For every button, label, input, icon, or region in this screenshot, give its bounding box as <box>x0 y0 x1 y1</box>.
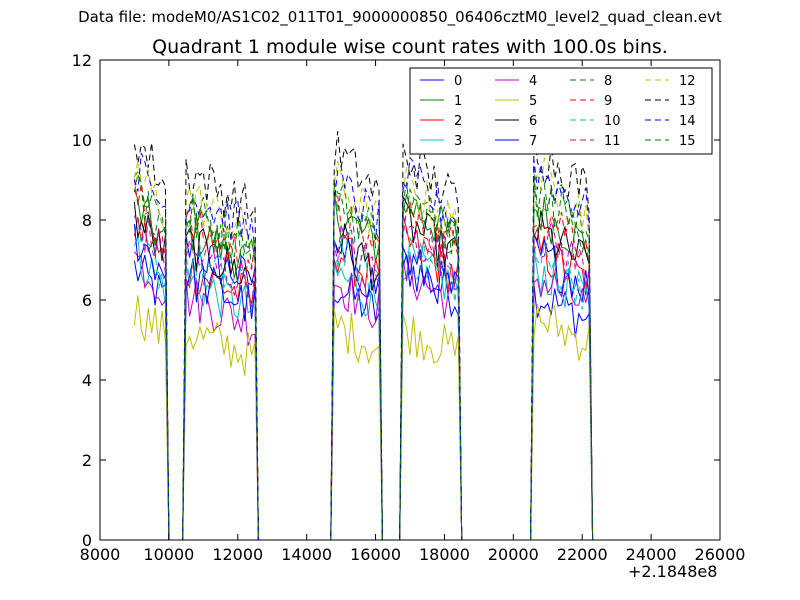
series-line-10 <box>134 217 621 541</box>
legend-label-12: 12 <box>679 74 696 89</box>
x-tick-label: 18000 <box>419 545 470 564</box>
series-line-6 <box>133 196 621 541</box>
series-line-7 <box>133 223 621 541</box>
legend-label-8: 8 <box>604 74 612 89</box>
y-tick-label: 6 <box>82 291 92 310</box>
x-tick-label: 16000 <box>350 545 401 564</box>
series-line-14 <box>133 152 621 541</box>
legend-label-10: 10 <box>604 114 621 129</box>
series-line-9 <box>133 179 621 541</box>
legend-box <box>409 67 713 155</box>
series-line-11 <box>133 210 621 541</box>
series-line-13 <box>133 130 621 541</box>
series-line-15 <box>133 173 621 541</box>
x-tick-label: 14000 <box>281 545 332 564</box>
x-tick-label: 24000 <box>626 545 677 564</box>
chart-title: Quadrant 1 module wise count rates with … <box>152 36 668 58</box>
series-line-0 <box>133 236 621 541</box>
series-line-5 <box>133 295 621 541</box>
legend-label-13: 13 <box>679 94 696 109</box>
y-tick-label: 4 <box>82 371 92 390</box>
legend-label-6: 6 <box>529 114 537 129</box>
legend-label-5: 5 <box>529 94 537 109</box>
legend-label-0: 0 <box>454 74 462 89</box>
series-line-1 <box>133 189 621 541</box>
series-line-12 <box>133 157 621 541</box>
x-tick-label: 12000 <box>212 545 263 564</box>
x-tick-label: 20000 <box>488 545 539 564</box>
series-layer <box>133 130 621 541</box>
x-axis-offset-label: +2.1848e8 <box>628 562 718 581</box>
figure-suptitle: Data file: modeM0/AS1C02_011T01_90000008… <box>78 8 722 26</box>
legend-label-3: 3 <box>454 134 462 149</box>
legend-label-2: 2 <box>454 114 462 129</box>
series-line-8 <box>134 168 621 541</box>
x-tick-label: 26000 <box>695 545 746 564</box>
series-line-4 <box>133 251 621 541</box>
x-tick-label: 10000 <box>143 545 194 564</box>
x-tick-label: 8000 <box>80 545 121 564</box>
y-tick-label: 10 <box>72 131 92 150</box>
legend-label-15: 15 <box>679 134 696 149</box>
y-tick-label: 8 <box>82 211 92 230</box>
series-line-2 <box>133 216 621 541</box>
legend-label-1: 1 <box>454 94 462 109</box>
legend-label-4: 4 <box>529 74 537 89</box>
series-line-3 <box>133 236 621 541</box>
legend-label-14: 14 <box>679 114 696 129</box>
legend-label-7: 7 <box>529 134 537 149</box>
legend-label-11: 11 <box>604 134 621 149</box>
y-tick-label: 0 <box>82 531 92 550</box>
y-tick-label: 2 <box>82 451 92 470</box>
tick-layer: 8000 10000 12000 14000 16000 18000 20000 22000 2… <box>72 51 746 564</box>
y-tick-label: 12 <box>72 51 92 70</box>
x-tick-label: 22000 <box>557 545 608 564</box>
legend-label-9: 9 <box>604 94 612 109</box>
